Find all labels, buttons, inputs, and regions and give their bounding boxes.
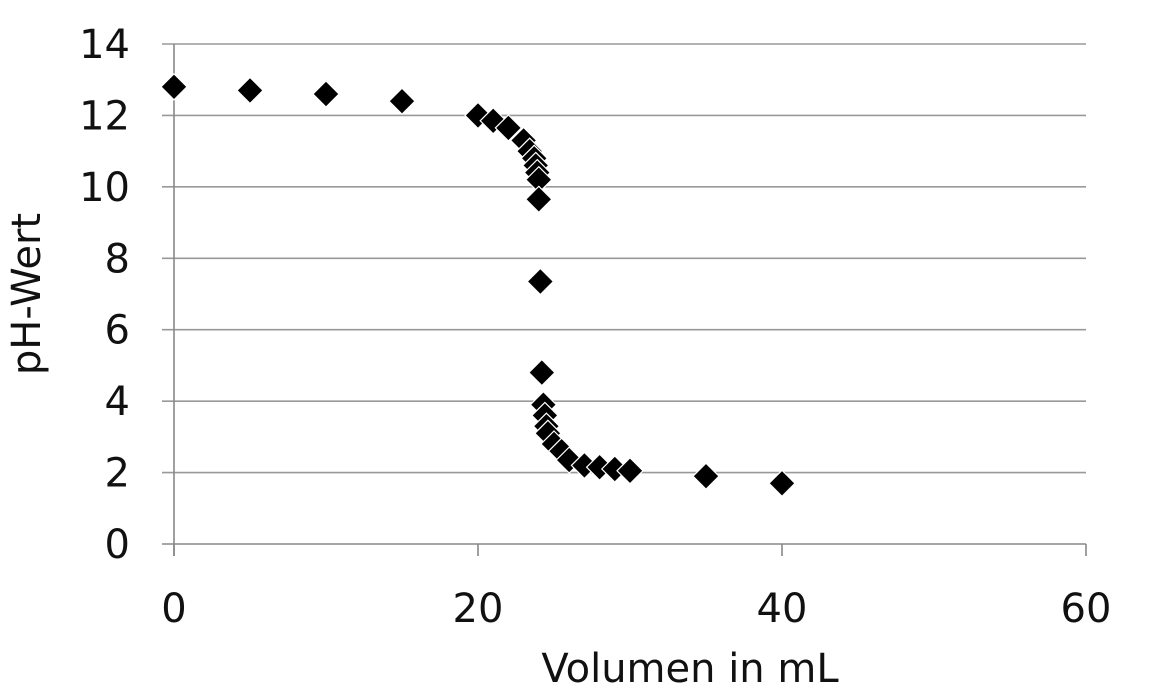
y-tick-label: 4: [105, 379, 130, 425]
y-tick-label: 0: [105, 522, 130, 568]
y-axis-title: pH-Wert: [4, 213, 50, 375]
y-tick-label: 2: [105, 451, 130, 497]
y-tick-label: 6: [105, 308, 130, 354]
gridlines: [162, 43, 1086, 474]
data-point: [479, 106, 508, 135]
y-tick-label: 8: [105, 236, 130, 282]
data-point: [768, 469, 796, 498]
x-axis-title: Volumen in mL: [541, 646, 839, 688]
data-point: [236, 76, 264, 105]
data-point: [692, 462, 720, 490]
y-tick-label: 14: [79, 22, 130, 68]
x-tick-label: 0: [161, 586, 186, 632]
y-tick-labels: 0 2 4 6 8 10 12 14: [79, 22, 130, 568]
data-point: [526, 267, 555, 296]
data-point: [160, 73, 188, 101]
x-tick-label: 40: [757, 586, 808, 632]
x-tick-label: 20: [453, 586, 504, 632]
data-point: [527, 358, 556, 387]
axes: [162, 44, 1087, 556]
data-point: [524, 185, 553, 214]
y-tick-label: 12: [79, 93, 130, 139]
data-point: [494, 114, 523, 142]
data-points: [160, 73, 796, 498]
x-tick-label: 60: [1061, 586, 1112, 632]
data-point: [312, 80, 340, 108]
x-tick-labels: 0 20 40 60: [161, 586, 1111, 632]
y-tick-label: 10: [79, 165, 130, 211]
data-point: [388, 87, 416, 115]
data-point: [616, 456, 644, 485]
